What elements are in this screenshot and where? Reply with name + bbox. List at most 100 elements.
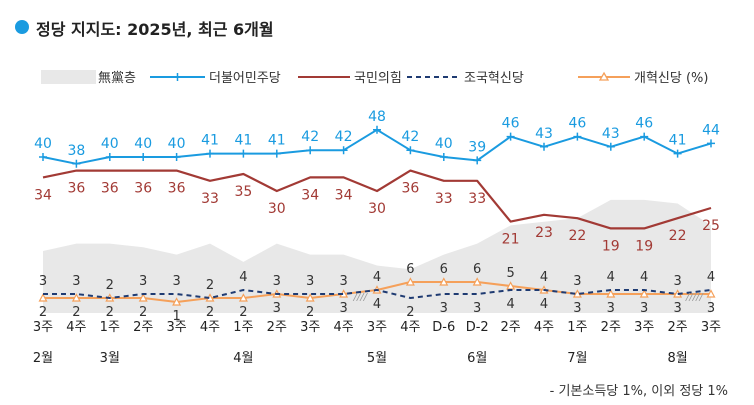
x-tick-label: D-2 [466,320,489,335]
data-point-democratic [306,146,315,155]
data-label-democratic: 43 [535,126,553,142]
data-label-reform: 4 [373,297,381,312]
data-point-reform [305,293,315,302]
data-label-democratic: 41 [234,133,252,149]
data-label-ppp: 19 [635,238,653,254]
data-point-democratic [272,149,281,158]
data-label-rebuilding: 4 [373,270,381,285]
data-label-rebuilding: 3 [172,274,180,289]
data-label-rebuilding: 3 [139,274,147,289]
data-label-reform: 3 [273,301,281,316]
data-label-democratic: 44 [702,122,720,138]
data-label-reform: 6 [473,262,481,277]
data-point-democratic [139,153,148,161]
data-point-democratic [105,153,114,161]
data-label-democratic: 40 [134,136,152,152]
x-tick-label: 4주 [534,320,554,335]
data-label-reform: 3 [339,301,347,316]
data-label-democratic: 46 [635,116,653,132]
legend-marker-democratic [173,73,182,81]
data-label-ppp: 23 [535,225,553,241]
data-label-democratic: 41 [268,133,286,149]
area-nonpartisan [43,199,711,313]
legend-label-nonpartisan: 無黨층 [98,71,136,86]
series-line-rebuilding [43,289,712,299]
data-label-rebuilding: 3 [39,274,47,289]
data-label-democratic: 42 [335,129,353,145]
data-label-democratic: 38 [67,143,85,159]
data-label-ppp: 34 [335,187,353,203]
data-label-ppp: 30 [268,201,286,217]
chart-title: 정당 지지도: 2025년, 최근 6개월 [36,20,274,39]
data-label-rebuilding: 3 [273,274,281,289]
data-label-reform: 4 [540,297,548,312]
data-label-reform: 3 [673,301,681,316]
x-tick-label: 4주 [400,320,420,335]
data-label-rebuilding: 2 [206,278,214,293]
data-label-rebuilding: 3 [573,274,581,289]
x-tick-label: 4주 [66,320,86,335]
data-point-reform [572,289,582,298]
data-label-rebuilding: 4 [506,297,514,312]
data-point-reform [439,277,449,286]
legend-label-ppp: 국민의힘 [354,71,402,86]
data-label-reform: 2 [106,305,114,320]
data-point-democratic [406,146,415,155]
x-tick-label: 2주 [267,320,287,335]
data-label-ppp: 21 [502,232,520,248]
data-label-ppp: 25 [702,218,720,234]
data-label-rebuilding: 4 [640,270,648,285]
x-tick-label: 2주 [601,320,621,335]
data-point-democratic [39,153,47,161]
x-tick-label: 3주 [300,320,320,335]
data-label-rebuilding: 2 [406,305,414,320]
data-label-reform: 3 [640,301,648,316]
data-label-ppp: 30 [368,201,386,217]
data-point-democratic [573,132,582,141]
legend-label-reform: 개혁신당 (%) [634,71,708,86]
data-label-reform: 3 [707,301,715,316]
x-month-label: 8월 [667,351,687,366]
x-tick-label: 4주 [333,320,353,335]
x-tick-label: 1주 [100,320,120,335]
x-tick-label: 2주 [133,320,153,335]
data-label-ppp: 36 [101,181,119,197]
data-label-ppp: 22 [669,228,687,244]
data-label-reform: 6 [406,262,414,277]
data-label-ppp: 33 [435,191,453,207]
axis-break-marker: ///// [685,292,704,303]
x-month-label: 3월 [100,351,120,366]
data-point-democratic [506,132,515,141]
title-bullet-icon [15,20,29,34]
x-month-label: 2월 [33,351,53,366]
data-label-reform: 2 [306,305,314,320]
data-label-ppp: 36 [67,181,85,197]
data-label-reform: 6 [440,262,448,277]
x-tick-label: 3주 [166,320,186,335]
data-label-democratic: 46 [568,116,586,132]
axis-break-marker: //// [353,292,369,303]
x-tick-label: 3주 [634,320,654,335]
data-point-democratic [673,149,682,158]
data-point-reform [472,277,482,286]
data-label-ppp: 36 [168,181,186,197]
data-label-reform: 5 [506,266,514,281]
x-tick-label: 3주 [33,320,53,335]
data-label-ppp: 34 [34,187,52,203]
data-label-reform: 3 [607,301,615,316]
data-point-democratic [540,142,548,151]
data-point-reform [71,293,81,302]
x-month-label: 7월 [567,351,587,366]
x-tick-label: 1주 [233,320,253,335]
data-point-reform [38,293,48,302]
legend-swatch-nonpartisan [41,70,96,84]
data-label-democratic: 42 [301,129,319,145]
data-label-rebuilding: 2 [106,278,114,293]
data-label-ppp: 36 [401,181,419,197]
data-label-democratic: 48 [368,109,386,125]
data-point-reform [639,289,649,298]
data-label-rebuilding: 3 [673,274,681,289]
x-month-label: 4월 [233,351,253,366]
data-point-democratic [640,132,649,141]
data-label-ppp: 19 [602,238,620,254]
